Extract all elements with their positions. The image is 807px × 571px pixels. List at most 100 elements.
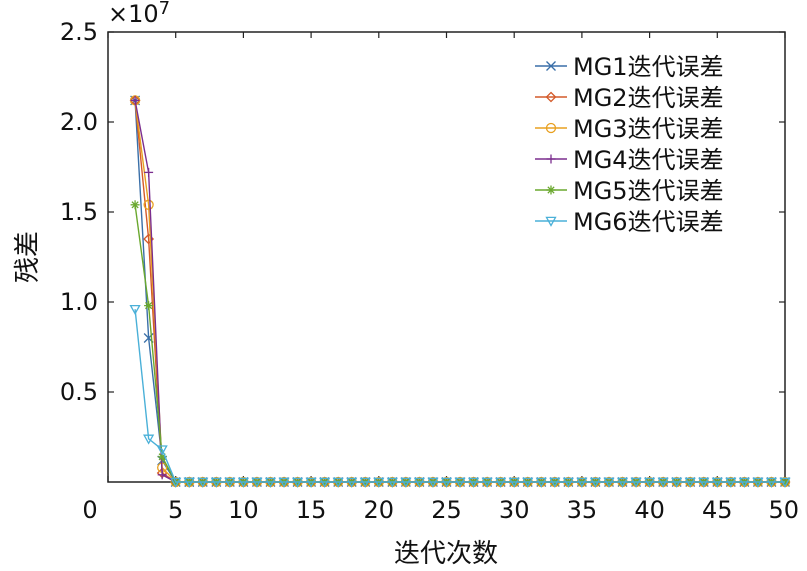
- legend-marker: [546, 185, 556, 195]
- x-axis-title: 迭代次数: [394, 539, 498, 569]
- data-point: [427, 477, 439, 488]
- data-point: [481, 477, 493, 488]
- data-point: [589, 477, 602, 488]
- y-tick-label: 0.5: [60, 378, 98, 406]
- series-5: [130, 200, 790, 487]
- legend-label: MG2迭代误差: [573, 84, 724, 112]
- data-point: [630, 477, 642, 488]
- data-point: [130, 200, 140, 210]
- data-point: [251, 477, 263, 488]
- data-point: [535, 477, 547, 488]
- y-tick-label: 1.5: [60, 198, 98, 226]
- data-point: [170, 477, 182, 488]
- data-point: [319, 477, 331, 488]
- data-point: [183, 477, 195, 488]
- y-axis-ticks: 0.5 1.0 1.5 2.0 2.5: [60, 18, 785, 406]
- x-tick-label: 10: [228, 496, 259, 524]
- legend-marker: [545, 91, 557, 103]
- data-point: [400, 477, 412, 488]
- data-point: [237, 477, 250, 488]
- x-tick-label: 20: [364, 496, 395, 524]
- data-point: [144, 301, 154, 311]
- data-point: [413, 477, 426, 488]
- legend-marker: [546, 61, 556, 71]
- legend: MG1迭代误差 MG2迭代误差 MG3迭代误差 MG4迭代误差 MG5迭代误差 MG6迭代…: [535, 53, 724, 236]
- x-tick-label: 5: [168, 496, 183, 524]
- legend-label: MG6迭代误差: [573, 208, 724, 236]
- series-6: [129, 304, 791, 488]
- data-point: [144, 167, 154, 177]
- data-point: [143, 434, 155, 445]
- series-line: [134, 309, 785, 483]
- legend-item: MG5迭代误差: [535, 177, 724, 205]
- legend-label: MG5迭代误差: [573, 177, 724, 205]
- y-tick-label: 1.0: [60, 288, 98, 316]
- data-point: [684, 477, 696, 488]
- data-point: [373, 477, 385, 488]
- data-point: [454, 477, 466, 488]
- y-axis-multiplier: ×107: [108, 0, 170, 28]
- x-axis-ticks: 0 5 10 15 20 25 30 35 40 45 50: [82, 32, 799, 524]
- data-point: [725, 477, 737, 488]
- legend-label: MG3迭代误差: [573, 115, 724, 143]
- data-point: [291, 477, 304, 488]
- series-layer: [129, 94, 791, 488]
- x-tick-label: 40: [634, 496, 665, 524]
- data-point: [765, 477, 778, 488]
- x-tick-label: 15: [296, 496, 327, 524]
- data-point: [779, 477, 791, 488]
- legend-marker: [545, 122, 557, 134]
- legend-marker: [545, 216, 557, 227]
- data-point: [643, 477, 656, 488]
- data-point: [522, 477, 534, 488]
- legend-marker: [546, 154, 556, 164]
- data-point: [549, 477, 561, 488]
- legend-item: MG6迭代误差: [535, 208, 724, 236]
- data-point: [711, 477, 723, 488]
- legend-item: MG1迭代误差: [535, 53, 724, 81]
- data-point: [508, 477, 520, 488]
- data-point: [603, 477, 615, 488]
- data-point: [264, 477, 277, 488]
- data-point: [386, 477, 398, 488]
- legend-item: MG3迭代误差: [535, 115, 724, 143]
- legend-item: MG4迭代误差: [535, 146, 724, 174]
- data-point: [738, 477, 750, 488]
- data-point: [197, 477, 209, 488]
- x-tick-label: 35: [567, 496, 598, 524]
- data-point: [440, 477, 453, 488]
- data-point: [562, 477, 574, 488]
- data-point: [698, 477, 710, 488]
- data-point: [752, 477, 764, 488]
- x-tick-label: 45: [702, 496, 733, 524]
- data-point: [278, 477, 290, 488]
- x-tick-label: 0: [82, 496, 97, 524]
- data-point: [576, 477, 588, 488]
- legend-label: MG4迭代误差: [573, 146, 724, 174]
- series-line: [134, 204, 785, 483]
- data-point: [332, 477, 344, 488]
- data-point: [671, 477, 683, 488]
- data-point: [346, 477, 358, 488]
- y-axis-title: 残差: [13, 231, 43, 283]
- legend-item: MG2迭代误差: [535, 84, 724, 112]
- data-point: [157, 470, 167, 480]
- data-point: [467, 477, 480, 488]
- data-point: [143, 199, 154, 210]
- y-tick-label: 2.5: [60, 18, 98, 46]
- data-point: [224, 477, 236, 488]
- data-point: [156, 445, 168, 456]
- data-point: [495, 477, 507, 488]
- x-tick-label: 25: [431, 496, 462, 524]
- data-point: [616, 477, 629, 488]
- data-point: [210, 477, 222, 488]
- data-point: [129, 304, 141, 316]
- data-point: [305, 477, 317, 488]
- legend-label: MG1迭代误差: [573, 53, 724, 81]
- y-tick-label: 2.0: [60, 108, 98, 136]
- data-point: [657, 477, 669, 488]
- x-tick-label: 30: [499, 496, 530, 524]
- data-point: [130, 95, 140, 105]
- x-tick-label: 50: [768, 496, 799, 524]
